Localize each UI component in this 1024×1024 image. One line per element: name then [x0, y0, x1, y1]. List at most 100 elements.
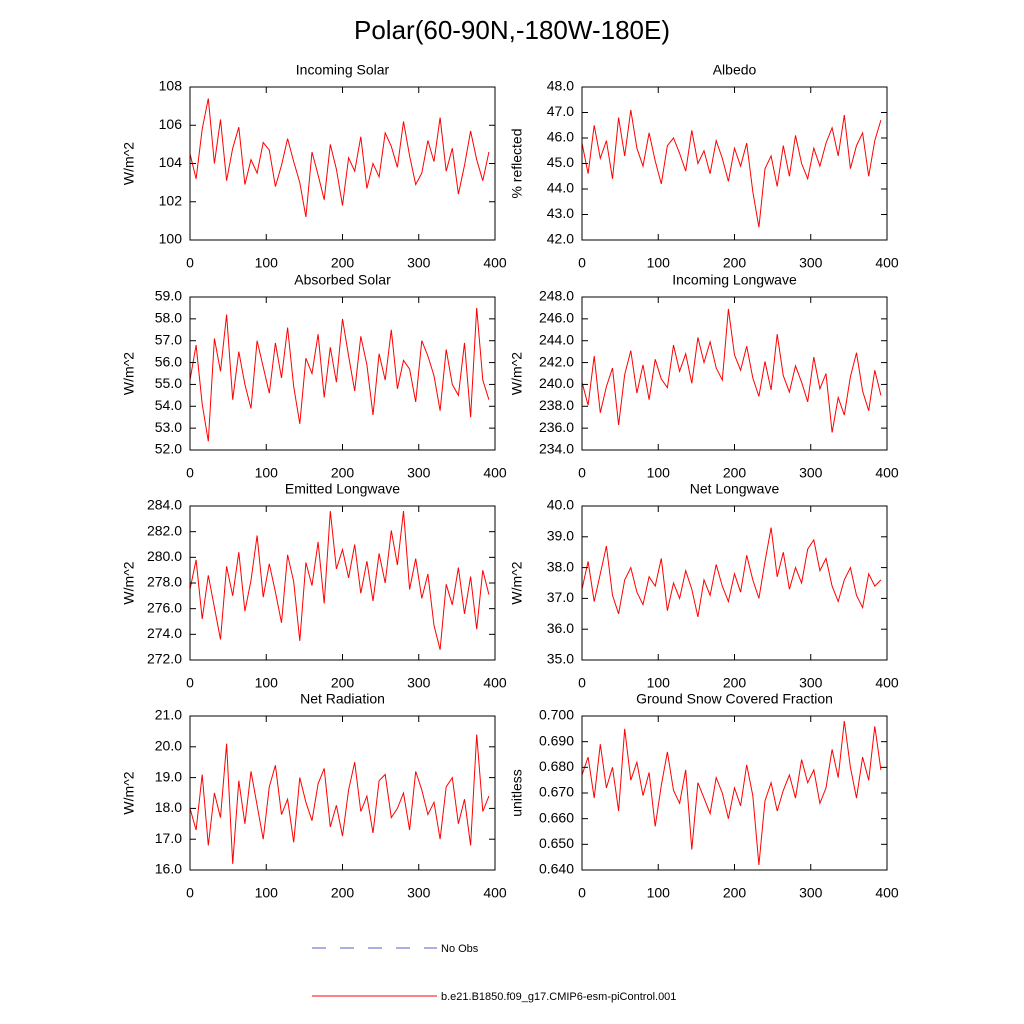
y-tick-label: 274.0	[147, 625, 182, 641]
y-tick-label: 43.0	[547, 205, 574, 221]
x-tick-label: 0	[186, 885, 194, 901]
plot-frame	[581, 296, 888, 451]
x-tick-label: 100	[647, 255, 671, 271]
plot-frame	[581, 715, 888, 871]
x-tick-label: 200	[331, 255, 355, 271]
y-tick-label: 52.0	[155, 441, 182, 457]
x-tick-label: 200	[723, 675, 747, 691]
x-tick-label: 100	[647, 465, 671, 481]
y-tick-label: 0.680	[539, 758, 574, 774]
figure-title: Polar(60-90N,-180W-180E)	[354, 15, 670, 45]
panel-title: Emitted Longwave	[285, 481, 400, 497]
plot-frame	[581, 505, 888, 661]
x-tick-label: 0	[578, 885, 586, 901]
y-axis-label: W/m^2	[121, 561, 137, 604]
y-tick-label: 18.0	[155, 799, 182, 815]
series-line	[581, 721, 882, 865]
y-tick-label: 242.0	[539, 353, 574, 369]
x-tick-label: 0	[186, 255, 194, 271]
y-tick-label: 0.690	[539, 732, 574, 748]
x-tick-label: 0	[578, 465, 586, 481]
x-tick-label: 100	[255, 885, 279, 901]
y-tick-label: 0.640	[539, 861, 574, 877]
series-line	[189, 98, 490, 218]
y-tick-label: 57.0	[155, 331, 182, 347]
x-tick-label: 200	[331, 885, 355, 901]
y-tick-label: 21.0	[155, 707, 182, 723]
y-axis-label: W/m^2	[121, 771, 137, 814]
x-tick-label: 300	[407, 675, 431, 691]
x-tick-label: 300	[799, 675, 823, 691]
plot-frame	[189, 715, 496, 871]
y-tick-label: 282.0	[147, 522, 182, 538]
y-tick-label: 55.0	[155, 375, 182, 391]
plot-frame	[189, 86, 496, 241]
x-tick-label: 200	[331, 675, 355, 691]
x-tick-label: 200	[331, 465, 355, 481]
y-axis-label: W/m^2	[509, 561, 525, 604]
series-line	[581, 109, 882, 228]
y-tick-label: 248.0	[539, 288, 574, 304]
y-tick-label: 42.0	[547, 231, 574, 247]
x-tick-label: 0	[578, 675, 586, 691]
y-tick-label: 236.0	[539, 419, 574, 435]
y-tick-label: 16.0	[155, 861, 182, 877]
legend-label: No Obs	[441, 943, 479, 955]
y-tick-label: 102	[159, 192, 183, 208]
panel-title: Ground Snow Covered Fraction	[636, 691, 833, 707]
plot-frame	[189, 505, 496, 661]
y-tick-label: 0.670	[539, 784, 574, 800]
x-tick-label: 0	[578, 255, 586, 271]
y-axis-label: W/m^2	[121, 142, 137, 185]
y-tick-label: 54.0	[155, 397, 182, 413]
x-tick-label: 400	[483, 465, 507, 481]
y-tick-label: 234.0	[539, 441, 574, 457]
y-tick-label: 100	[159, 231, 183, 247]
y-tick-label: 108	[159, 78, 183, 94]
x-tick-label: 400	[483, 885, 507, 901]
series-line	[189, 307, 490, 442]
y-tick-label: 272.0	[147, 651, 182, 667]
x-tick-label: 400	[483, 675, 507, 691]
y-tick-label: 58.0	[155, 310, 182, 326]
y-tick-label: 276.0	[147, 599, 182, 615]
y-tick-label: 47.0	[547, 103, 574, 119]
x-tick-label: 300	[799, 255, 823, 271]
y-tick-label: 104	[159, 154, 183, 170]
panel-title: Incoming Longwave	[672, 272, 797, 288]
series-line	[189, 734, 490, 864]
panel-title: Absorbed Solar	[294, 272, 391, 288]
y-tick-label: 44.0	[547, 180, 574, 196]
y-tick-label: 0.660	[539, 809, 574, 825]
x-tick-label: 100	[255, 255, 279, 271]
y-tick-label: 0.650	[539, 835, 574, 851]
x-tick-label: 400	[875, 465, 899, 481]
y-tick-label: 56.0	[155, 353, 182, 369]
y-tick-label: 40.0	[547, 497, 574, 513]
y-axis-label: W/m^2	[121, 352, 137, 395]
x-tick-label: 300	[407, 465, 431, 481]
y-tick-label: 244.0	[539, 331, 574, 347]
y-axis-label: W/m^2	[509, 352, 525, 395]
y-tick-label: 278.0	[147, 574, 182, 590]
y-tick-label: 240.0	[539, 375, 574, 391]
x-tick-label: 100	[255, 465, 279, 481]
x-tick-label: 400	[875, 885, 899, 901]
y-tick-label: 106	[159, 116, 183, 132]
y-tick-label: 280.0	[147, 548, 182, 564]
y-tick-label: 19.0	[155, 768, 182, 784]
legend-label: b.e21.B1850.f09_g17.CMIP6-esm-piControl.…	[441, 991, 676, 1003]
x-tick-label: 300	[407, 255, 431, 271]
y-tick-label: 17.0	[155, 830, 182, 846]
y-tick-label: 45.0	[547, 154, 574, 170]
series-line	[581, 308, 882, 433]
y-tick-label: 246.0	[539, 310, 574, 326]
y-tick-label: 0.700	[539, 707, 574, 723]
x-tick-label: 300	[799, 885, 823, 901]
y-axis-label: % reflected	[509, 128, 525, 198]
x-tick-label: 400	[875, 255, 899, 271]
x-tick-label: 300	[799, 465, 823, 481]
y-tick-label: 238.0	[539, 397, 574, 413]
y-tick-label: 36.0	[547, 620, 574, 636]
